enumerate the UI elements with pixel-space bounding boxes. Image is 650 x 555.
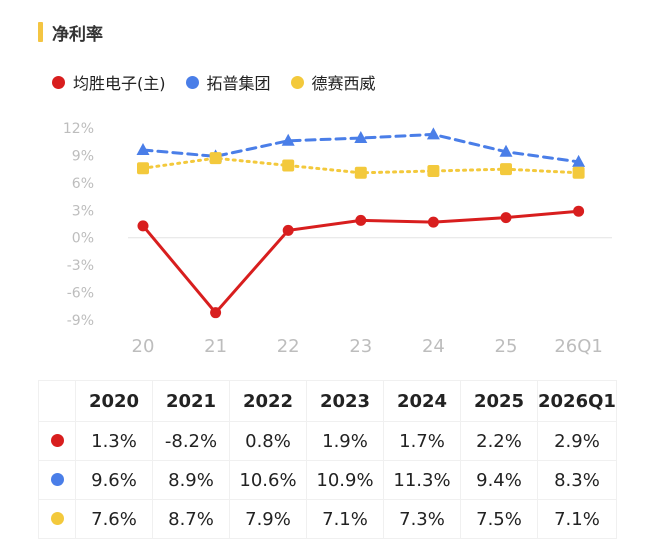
table-cell: 7.1% xyxy=(537,499,617,539)
table-cell: 8.7% xyxy=(152,499,230,539)
y-tick-label: 3% xyxy=(72,203,94,219)
data-table: 2020 2021 2022 2023 2024 2025 2026Q1 1.3… xyxy=(38,380,617,539)
table-cell: 0.8% xyxy=(229,421,307,461)
data-point xyxy=(137,162,149,175)
y-tick-label: -3% xyxy=(67,258,94,274)
data-point xyxy=(572,166,585,179)
table-cell: 2.9% xyxy=(537,421,617,461)
legend-label: 拓普集团 xyxy=(206,74,271,93)
table-cell: 8.9% xyxy=(152,460,230,500)
table-corner xyxy=(38,380,76,422)
x-tick-label: 26Q1 xyxy=(554,336,603,357)
row-marker xyxy=(38,421,76,461)
table-cell: 7.9% xyxy=(229,499,307,539)
y-tick-label: 0% xyxy=(72,231,94,247)
x-tick-label: 24 xyxy=(422,336,445,357)
legend-dot-red xyxy=(52,75,65,89)
table-row: 9.6% 8.9% 10.6% 10.9% 11.3% 9.4% 8.3% xyxy=(38,460,617,500)
chart-legend: 均胜电子(主) 拓普集团 德赛西威 xyxy=(52,70,376,94)
x-tick-label: 25 xyxy=(495,336,518,357)
data-point xyxy=(354,166,367,179)
data-point xyxy=(427,164,440,177)
table-cell: 10.6% xyxy=(229,460,307,500)
x-tick-label: 22 xyxy=(277,336,300,357)
table-cell: 9.6% xyxy=(75,460,153,500)
x-tick-label: 23 xyxy=(349,336,372,357)
table-header-cell: 2020 xyxy=(75,380,153,422)
x-tick-label: 21 xyxy=(204,336,227,357)
data-point xyxy=(355,214,367,226)
table-header-cell: 2025 xyxy=(460,380,538,422)
table-cell: 7.3% xyxy=(383,499,461,539)
data-point xyxy=(281,133,295,146)
line-chart: 12% 9% 6% 3% 0% -3% -6% -9% 20 21 22 23 24 25 26Q1 xyxy=(63,121,612,357)
table-cell: -8.2% xyxy=(152,421,230,461)
data-point xyxy=(282,224,294,236)
legend-dot-blue xyxy=(185,75,199,89)
table-cell: 7.5% xyxy=(460,499,538,539)
table-cell: 1.3% xyxy=(75,421,153,461)
y-tick-label: -9% xyxy=(67,313,94,329)
page-title: 净利率 xyxy=(52,25,103,45)
red-dot-icon xyxy=(50,433,64,447)
data-point xyxy=(573,205,585,217)
series-line-0 xyxy=(141,209,581,315)
y-tick-label: 12% xyxy=(63,121,94,137)
table-row: 1.3% -8.2% 0.8% 1.9% 1.7% 2.2% 2.9% xyxy=(38,421,617,461)
table-cell: 8.3% xyxy=(537,460,617,500)
table-header-cell: 2026Q1 xyxy=(537,380,617,422)
table-cell: 10.9% xyxy=(306,460,384,500)
blue-dot-icon xyxy=(50,472,64,486)
data-point xyxy=(137,220,149,232)
yellow-dot-icon xyxy=(50,511,64,525)
data-point xyxy=(210,307,222,319)
data-point xyxy=(136,142,150,155)
title-accent-bar xyxy=(38,22,43,42)
table-header-cell: 2024 xyxy=(383,380,461,422)
legend-item-tuopu: 拓普集团 xyxy=(185,70,271,94)
table-header-row: 2020 2021 2022 2023 2024 2025 2026Q1 xyxy=(38,380,617,422)
table-cell: 7.1% xyxy=(306,499,384,539)
legend-label: 德赛西威 xyxy=(311,74,376,93)
data-point xyxy=(427,216,439,228)
data-point xyxy=(209,152,222,165)
y-tick-label: 9% xyxy=(72,148,94,164)
table-cell: 2.2% xyxy=(460,421,538,461)
legend-label: 均胜电子(主) xyxy=(73,74,166,93)
legend-item-junsheng: 均胜电子(主) xyxy=(52,70,166,94)
legend-dot-yellow xyxy=(290,75,304,89)
table-header-cell: 2023 xyxy=(306,380,384,422)
y-tick-label: -6% xyxy=(67,286,94,302)
table-cell: 7.6% xyxy=(75,499,153,539)
table-header-cell: 2021 xyxy=(152,380,230,422)
data-point xyxy=(499,144,513,157)
table-cell: 11.3% xyxy=(383,460,461,500)
data-point xyxy=(282,159,295,172)
y-tick-label: 6% xyxy=(72,176,94,192)
data-point xyxy=(426,127,440,140)
legend-item-desay: 德赛西威 xyxy=(290,70,376,94)
x-tick-label: 20 xyxy=(132,336,155,357)
data-point xyxy=(572,154,586,167)
row-marker xyxy=(38,460,76,500)
table-cell: 1.9% xyxy=(306,421,384,461)
row-marker xyxy=(38,499,76,539)
data-point xyxy=(354,131,368,144)
table-cell: 1.7% xyxy=(383,421,461,461)
data-point xyxy=(500,163,512,176)
table-cell: 9.4% xyxy=(460,460,538,500)
data-point xyxy=(500,212,512,224)
table-row: 7.6% 8.7% 7.9% 7.1% 7.3% 7.5% 7.1% xyxy=(38,499,617,539)
table-header-cell: 2022 xyxy=(229,380,307,422)
